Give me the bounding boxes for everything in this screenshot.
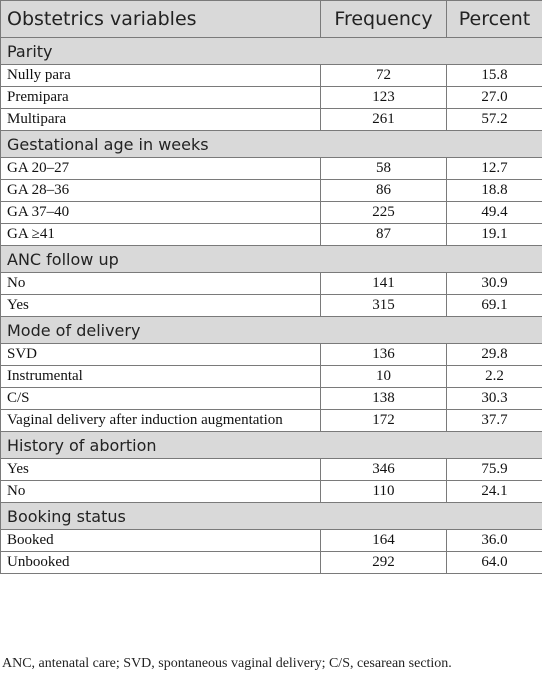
row-label: No <box>0 272 321 295</box>
row-label: Yes <box>0 294 321 317</box>
table-row: SVD 136 29.8 <box>0 343 542 366</box>
row-frequency: 346 <box>320 458 447 481</box>
section-title: Parity <box>0 37 542 65</box>
row-frequency: 87 <box>320 223 447 246</box>
row-label: C/S <box>0 387 321 410</box>
header-variables: Obstetrics variables <box>0 0 321 38</box>
row-label: Yes <box>0 458 321 481</box>
row-frequency: 123 <box>320 86 447 109</box>
table-row: No 110 24.1 <box>0 480 542 503</box>
obstetrics-table-container: Obstetrics variables Frequency Percent P… <box>0 0 542 574</box>
row-percent: 49.4 <box>446 201 542 224</box>
section-title: Mode of delivery <box>0 316 542 344</box>
table-row: GA 28–36 86 18.8 <box>0 179 542 202</box>
table-row: Booked 164 36.0 <box>0 529 542 552</box>
table-row: GA 20–27 58 12.7 <box>0 157 542 180</box>
row-frequency: 10 <box>320 365 447 388</box>
row-frequency: 315 <box>320 294 447 317</box>
table-row: GA ≥41 87 19.1 <box>0 223 542 246</box>
row-frequency: 261 <box>320 108 447 131</box>
row-percent: 24.1 <box>446 480 542 503</box>
table-row: No 141 30.9 <box>0 272 542 295</box>
header-percent: Percent <box>446 0 542 38</box>
section-header-row: History of abortion <box>0 431 542 459</box>
section-header-row: Gestational age in weeks <box>0 130 542 158</box>
row-frequency: 72 <box>320 64 447 87</box>
section-title: Gestational age in weeks <box>0 130 542 158</box>
row-frequency: 86 <box>320 179 447 202</box>
section-title: History of abortion <box>0 431 542 459</box>
row-frequency: 136 <box>320 343 447 366</box>
row-label: GA 28–36 <box>0 179 321 202</box>
table-footnote: ANC, antenatal care; SVD, spontaneous va… <box>2 656 452 671</box>
row-percent: 36.0 <box>446 529 542 552</box>
row-frequency: 164 <box>320 529 447 552</box>
table-body: Parity Nully para 72 15.8 Premipara 123 27.0 Mu… <box>0 37 542 574</box>
table-row: Vaginal delivery after induction augment… <box>0 409 542 432</box>
row-percent: 19.1 <box>446 223 542 246</box>
section-title: Booking status <box>0 502 542 530</box>
row-label: GA ≥41 <box>0 223 321 246</box>
table-row: Multipara 261 57.2 <box>0 108 542 131</box>
row-frequency: 172 <box>320 409 447 432</box>
row-label: Nully para <box>0 64 321 87</box>
table-row: Yes 315 69.1 <box>0 294 542 317</box>
row-percent: 29.8 <box>446 343 542 366</box>
row-percent: 18.8 <box>446 179 542 202</box>
row-label: No <box>0 480 321 503</box>
row-percent: 30.9 <box>446 272 542 295</box>
header-frequency: Frequency <box>320 0 447 38</box>
row-label: Booked <box>0 529 321 552</box>
table-row: Unbooked 292 64.0 <box>0 551 542 574</box>
row-percent: 37.7 <box>446 409 542 432</box>
table-row: GA 37–40 225 49.4 <box>0 201 542 224</box>
row-percent: 2.2 <box>446 365 542 388</box>
row-percent: 30.3 <box>446 387 542 410</box>
section-header-row: Booking status <box>0 502 542 530</box>
row-percent: 57.2 <box>446 108 542 131</box>
table-row: Yes 346 75.9 <box>0 458 542 481</box>
row-label: GA 20–27 <box>0 157 321 180</box>
section-header-row: Mode of delivery <box>0 316 542 344</box>
row-percent: 75.9 <box>446 458 542 481</box>
row-percent: 12.7 <box>446 157 542 180</box>
table-row: C/S 138 30.3 <box>0 387 542 410</box>
section-title: ANC follow up <box>0 245 542 273</box>
row-frequency: 58 <box>320 157 447 180</box>
obstetrics-table: Obstetrics variables Frequency Percent P… <box>0 0 542 574</box>
table-row: Instrumental 10 2.2 <box>0 365 542 388</box>
row-label: Instrumental <box>0 365 321 388</box>
row-frequency: 292 <box>320 551 447 574</box>
row-frequency: 138 <box>320 387 447 410</box>
table-row: Premipara 123 27.0 <box>0 86 542 109</box>
row-percent: 27.0 <box>446 86 542 109</box>
row-label: Premipara <box>0 86 321 109</box>
row-frequency: 225 <box>320 201 447 224</box>
row-frequency: 141 <box>320 272 447 295</box>
row-label: SVD <box>0 343 321 366</box>
row-percent: 64.0 <box>446 551 542 574</box>
row-label: Multipara <box>0 108 321 131</box>
row-label: Vaginal delivery after induction augment… <box>0 409 321 432</box>
table-row: Nully para 72 15.8 <box>0 64 542 87</box>
row-label: Unbooked <box>0 551 321 574</box>
row-label: GA 37–40 <box>0 201 321 224</box>
table-header-row: Obstetrics variables Frequency Percent <box>0 0 542 38</box>
section-header-row: Parity <box>0 37 542 65</box>
row-percent: 15.8 <box>446 64 542 87</box>
row-percent: 69.1 <box>446 294 542 317</box>
section-header-row: ANC follow up <box>0 245 542 273</box>
row-frequency: 110 <box>320 480 447 503</box>
